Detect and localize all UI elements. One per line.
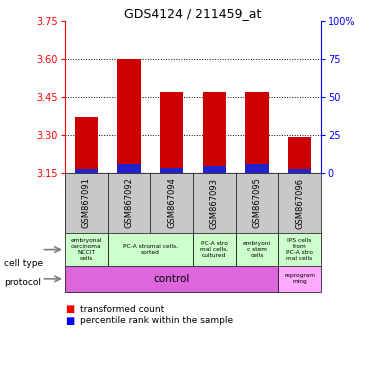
Text: GSM867096: GSM867096 [295, 177, 304, 228]
Bar [203, 166, 226, 173]
Bar [278, 266, 321, 292]
Text: GSM867094: GSM867094 [167, 178, 176, 228]
Text: PC-A stro
mal cells,
cultured: PC-A stro mal cells, cultured [200, 241, 228, 258]
Bar [245, 92, 269, 173]
Bar [203, 92, 226, 173]
Bar [236, 233, 278, 266]
Text: GSM867093: GSM867093 [210, 177, 219, 228]
Text: transformed count: transformed count [80, 305, 164, 314]
Bar [117, 164, 141, 173]
Text: embryonal
carcinoma
NCCIT
cells: embryonal carcinoma NCCIT cells [70, 238, 102, 261]
Bar [65, 233, 108, 266]
Text: protocol: protocol [4, 278, 41, 287]
Text: ■: ■ [65, 316, 74, 326]
Bar [245, 164, 269, 173]
Text: ■: ■ [65, 304, 74, 314]
Text: cell type: cell type [4, 258, 43, 268]
Bar [160, 168, 183, 173]
Text: embryoni
c stem
cells: embryoni c stem cells [243, 241, 271, 258]
Bar [75, 117, 98, 173]
Bar [193, 233, 236, 266]
Text: GSM867092: GSM867092 [124, 178, 134, 228]
Text: control: control [153, 274, 190, 284]
Bar [108, 233, 193, 266]
Bar [65, 266, 278, 292]
Bar [288, 169, 311, 173]
Text: PC-A stromal cells,
sorted: PC-A stromal cells, sorted [123, 244, 178, 255]
Bar [75, 169, 98, 173]
Text: percentile rank within the sample: percentile rank within the sample [80, 316, 233, 325]
Bar [160, 92, 183, 173]
Text: IPS cells
from
PC-A stro
mal cells: IPS cells from PC-A stro mal cells [286, 238, 313, 261]
Bar [288, 137, 311, 173]
Bar [278, 233, 321, 266]
Text: GSM867095: GSM867095 [252, 178, 262, 228]
Title: GDS4124 / 211459_at: GDS4124 / 211459_at [124, 7, 262, 20]
Text: GSM867091: GSM867091 [82, 178, 91, 228]
Bar [117, 59, 141, 173]
Text: reprogram
ming: reprogram ming [284, 273, 315, 284]
